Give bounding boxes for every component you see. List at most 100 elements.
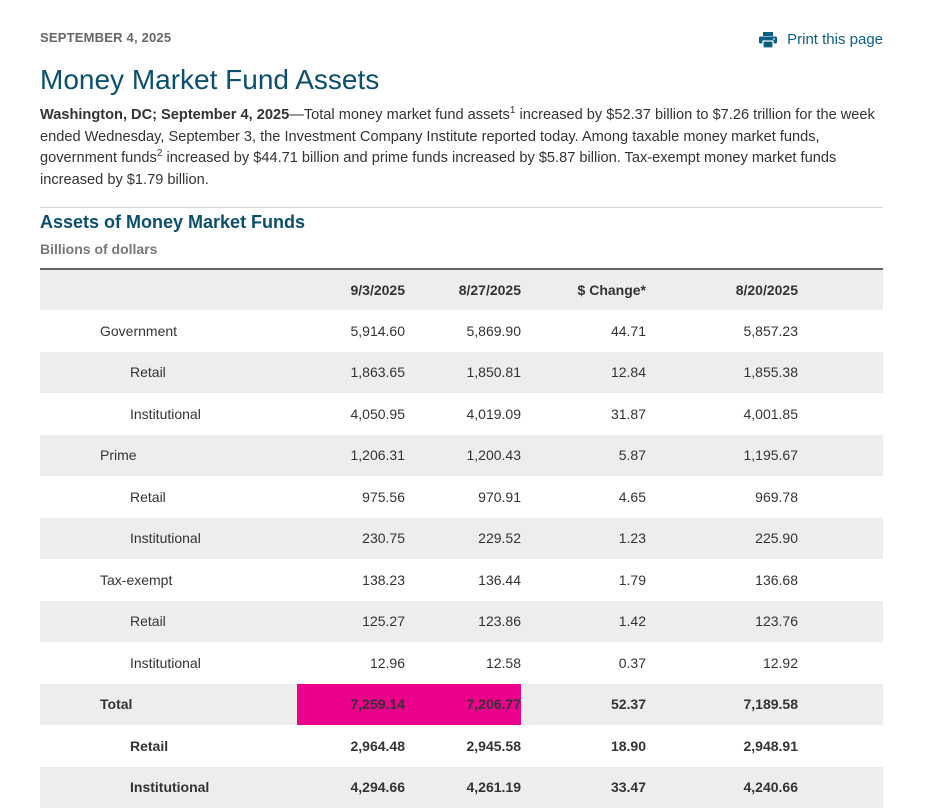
highlighted-cell-value: 7,259.14 xyxy=(297,684,405,726)
lede-text-1: —Total money market fund assets xyxy=(289,107,510,123)
cell-value: 4,294.66 xyxy=(297,767,405,808)
cell-value: 1,855.38 xyxy=(646,352,798,394)
row-spacer xyxy=(798,476,883,518)
row-label: Institutional xyxy=(40,767,297,808)
page-title: Money Market Fund Assets xyxy=(40,64,379,96)
cell-value: 52.37 xyxy=(521,684,646,726)
row-label: Retail xyxy=(40,725,297,767)
table-header-row: 9/3/2025 8/27/2025 $ Change* 8/20/2025 xyxy=(40,269,883,310)
cell-value: 7,189.58 xyxy=(646,684,798,726)
row-spacer xyxy=(798,601,883,643)
cell-value: 125.27 xyxy=(297,601,405,643)
header-col-8-27-2025: 8/27/2025 xyxy=(405,269,521,310)
cell-value: 31.87 xyxy=(521,393,646,435)
row-spacer xyxy=(798,767,883,808)
row-label: Institutional xyxy=(40,393,297,435)
cell-value: 0.37 xyxy=(521,642,646,684)
row-label: Total xyxy=(40,684,297,726)
section-subtitle: Billions of dollars xyxy=(40,241,157,257)
cell-value: 4,261.19 xyxy=(405,767,521,808)
header-col-8-20-2025: 8/20/2025 xyxy=(646,269,798,310)
cell-value: 5.87 xyxy=(521,435,646,477)
row-spacer xyxy=(798,310,883,352)
cell-value: 5,914.60 xyxy=(297,310,405,352)
row-spacer xyxy=(798,642,883,684)
cell-value: 123.86 xyxy=(405,601,521,643)
cell-value: 2,964.48 xyxy=(297,725,405,767)
cell-value: 975.56 xyxy=(297,476,405,518)
cell-value: 5,857.23 xyxy=(646,310,798,352)
row-spacer xyxy=(798,725,883,767)
row-spacer xyxy=(798,559,883,601)
cell-value: 5,869.90 xyxy=(405,310,521,352)
cell-value: 4,050.95 xyxy=(297,393,405,435)
row-label: Retail xyxy=(40,601,297,643)
row-spacer xyxy=(798,352,883,394)
cell-value: 4.65 xyxy=(521,476,646,518)
print-page-label: Print this page xyxy=(787,31,883,48)
cell-value: 44.71 xyxy=(521,310,646,352)
cell-value: 12.92 xyxy=(646,642,798,684)
dateline: SEPTEMBER 4, 2025 xyxy=(40,30,171,45)
cell-value: 33.47 xyxy=(521,767,646,808)
row-label: Prime xyxy=(40,435,297,477)
cell-value: 225.90 xyxy=(646,518,798,560)
cell-value: 1.23 xyxy=(521,518,646,560)
row-spacer xyxy=(798,518,883,560)
row-label: Retail xyxy=(40,352,297,394)
row-label: Government xyxy=(40,310,297,352)
cell-value: 969.78 xyxy=(646,476,798,518)
row-label: Institutional xyxy=(40,642,297,684)
cell-value: 18.90 xyxy=(521,725,646,767)
cell-value: 12.58 xyxy=(405,642,521,684)
lede-paragraph: Washington, DC; September 4, 2025—Total … xyxy=(40,105,883,191)
cell-value: 136.68 xyxy=(646,559,798,601)
cell-value: 229.52 xyxy=(405,518,521,560)
cell-value: 123.76 xyxy=(646,601,798,643)
row-spacer xyxy=(798,393,883,435)
cell-value: 138.23 xyxy=(297,559,405,601)
lede-location: Washington, DC; September 4, 2025 xyxy=(40,107,289,123)
print-page-link[interactable]: Print this page xyxy=(759,31,883,48)
printer-icon xyxy=(759,32,777,48)
header-col-change: $ Change* xyxy=(521,269,646,310)
cell-value: 1,200.43 xyxy=(405,435,521,477)
cell-value: 2,945.58 xyxy=(405,725,521,767)
cell-value: 1,195.67 xyxy=(646,435,798,477)
row-label: Tax-exempt xyxy=(40,559,297,601)
cell-value: 1.79 xyxy=(521,559,646,601)
highlighted-cell-value: 7,206.77 xyxy=(405,684,521,726)
row-label: Retail xyxy=(40,476,297,518)
header-spacer xyxy=(798,269,883,310)
cell-value: 4,019.09 xyxy=(405,393,521,435)
cell-value: 1,863.65 xyxy=(297,352,405,394)
row-spacer xyxy=(798,684,883,726)
cell-value: 2,948.91 xyxy=(646,725,798,767)
section-divider xyxy=(40,207,883,208)
cell-value: 12.84 xyxy=(521,352,646,394)
row-spacer xyxy=(798,435,883,477)
cell-value: 230.75 xyxy=(297,518,405,560)
header-label-col xyxy=(40,269,297,310)
cell-value: 12.96 xyxy=(297,642,405,684)
cell-value: 970.91 xyxy=(405,476,521,518)
cell-value: 136.44 xyxy=(405,559,521,601)
cell-value: 1,206.31 xyxy=(297,435,405,477)
cell-value: 4,001.85 xyxy=(646,393,798,435)
assets-table: 9/3/2025 8/27/2025 $ Change* 8/20/2025 G… xyxy=(40,268,883,808)
header-col-9-3-2025: 9/3/2025 xyxy=(297,269,405,310)
cell-value: 4,240.66 xyxy=(646,767,798,808)
cell-value: 1.42 xyxy=(521,601,646,643)
cell-value: 1,850.81 xyxy=(405,352,521,394)
